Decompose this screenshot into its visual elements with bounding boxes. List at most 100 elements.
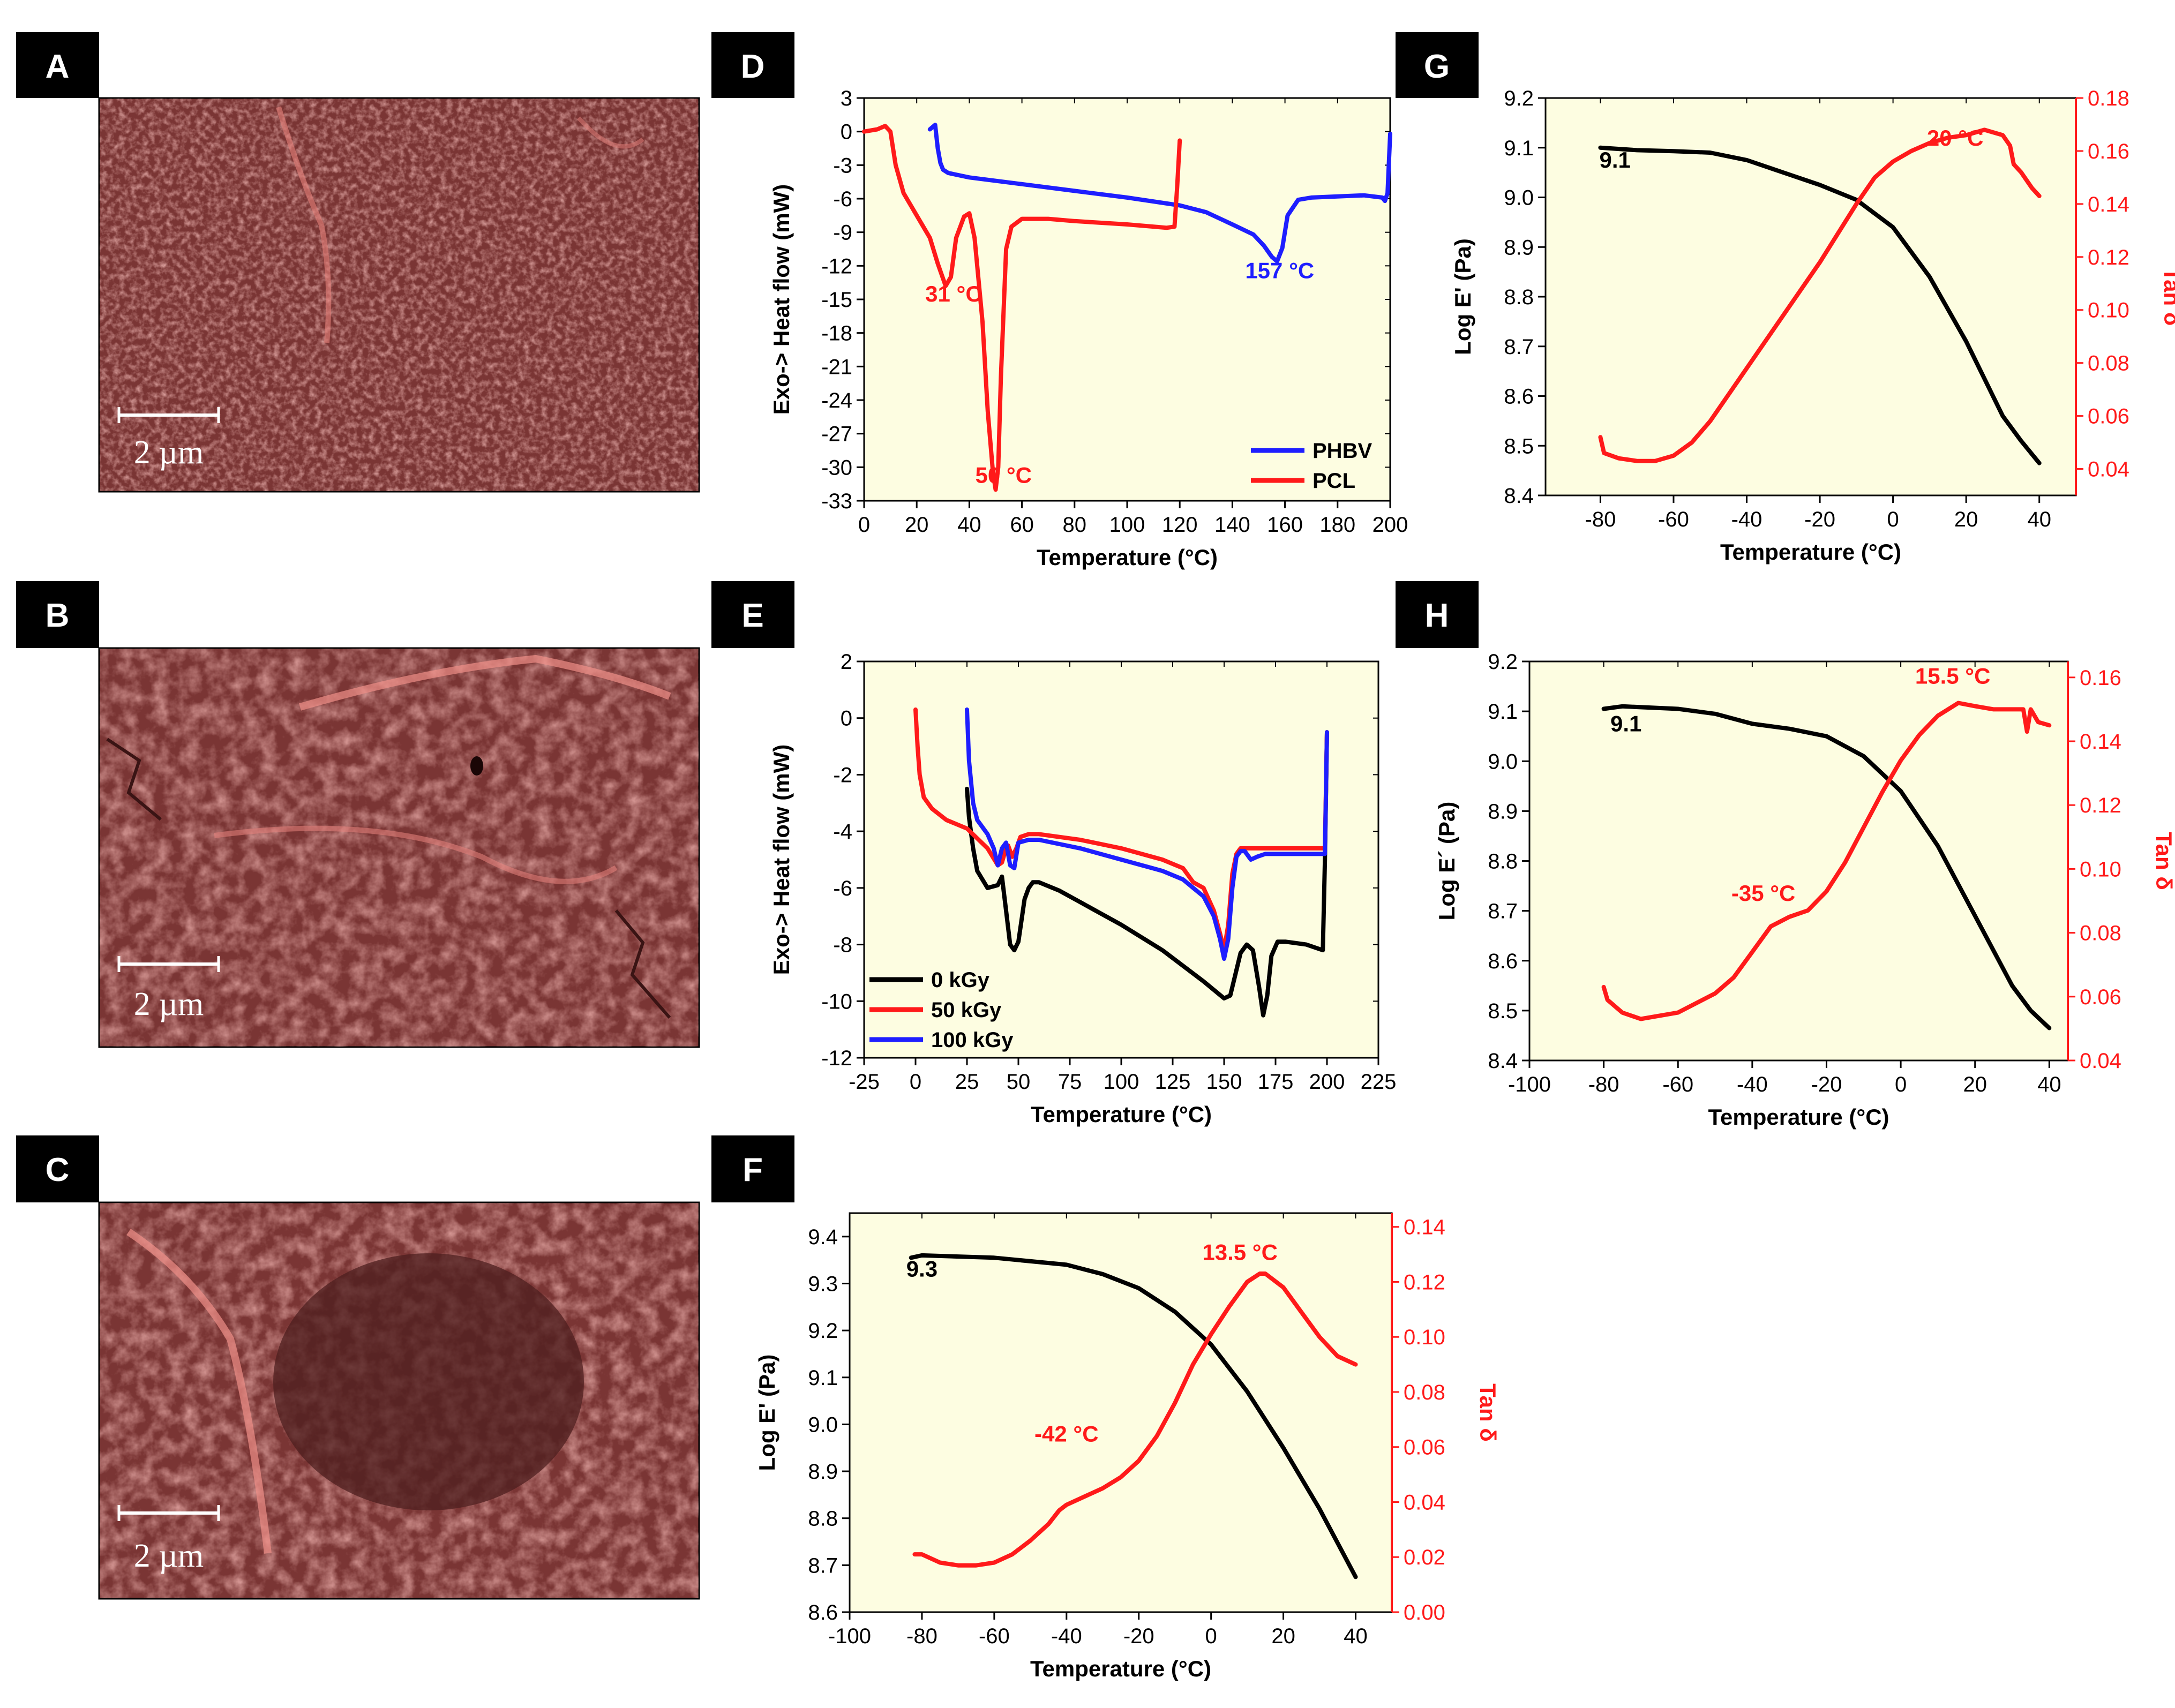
x-tick-label: -25	[849, 1070, 880, 1094]
y-tick-label: 9.3	[808, 1272, 838, 1296]
y2-axis-label: Tan δ	[2159, 268, 2175, 326]
series-line-1	[912, 1271, 1358, 1568]
sem-lamella	[214, 825, 618, 884]
x-tick-label: 40	[1344, 1624, 1368, 1648]
y-tick-label: 9.1	[808, 1366, 838, 1390]
x-tick-label: -80	[1585, 508, 1616, 531]
sem-panel-a: A 2 µm	[16, 32, 700, 493]
panel-label-b: B	[46, 597, 70, 634]
x-tick-label: 75	[1058, 1070, 1082, 1094]
x-tick-label: -80	[906, 1624, 938, 1648]
x-tick-label: -80	[1588, 1073, 1619, 1096]
x-tick-label: -20	[1811, 1073, 1842, 1096]
x-tick-label: 40	[2027, 508, 2051, 531]
panel-label-c: C	[46, 1152, 70, 1188]
y-tick-label: -2	[833, 763, 852, 787]
x-tick-label: -40	[1731, 508, 1762, 531]
y2-tick-label: 0.08	[2088, 352, 2129, 375]
chart-f: -100 -80 -60 -40 -20 0 20 40 8.6 8.7 8.8 8.9 9.0 9.1 9…	[754, 1212, 1501, 1681]
annotation-label: 31 °C	[925, 281, 982, 306]
x-tick-label: 120	[1162, 513, 1198, 537]
y-tick-label: -27	[821, 423, 852, 446]
y2-tick-label: 0.12	[1404, 1270, 1445, 1294]
scale-bar-label-b: 2 µm	[134, 986, 204, 1022]
x-tick-label: 20	[1954, 508, 1978, 531]
x-tick-label: 25	[955, 1070, 979, 1094]
y-tick-label: -15	[821, 288, 852, 312]
x-tick-label: 125	[1155, 1070, 1191, 1094]
y-tick-label: -6	[833, 187, 852, 211]
x-axis-label: Temperature (°C)	[1037, 545, 1218, 570]
y-axis-label: Log E' (Pa)	[1450, 238, 1475, 355]
y2-tick-label: 0.10	[2088, 299, 2129, 322]
y-tick-label: 8.4	[1504, 484, 1534, 508]
legend-label: 0 kGy	[931, 968, 990, 992]
series-line-1	[1601, 701, 2052, 1021]
y-tick-label: 0	[841, 707, 852, 731]
y-tick-label: 8.5	[1488, 999, 1518, 1023]
y-tick-label: -12	[821, 1047, 852, 1070]
y2-axis-label: Tan δ	[1475, 1383, 1501, 1442]
y-tick-label: -12	[821, 254, 852, 278]
y-tick-label: -24	[821, 389, 852, 412]
chart-g: -80 -60 -40 -20 0 20 40 8.4 8.5 8.6 8.7 8.8 8.9 9.0 9.…	[1450, 87, 2175, 565]
chart-h: -100 -80 -60 -40 -20 0 20 40 8.4 8.5 8.6 8.7 8.8 8.9 9…	[1434, 650, 2175, 1130]
sem-crack	[614, 909, 671, 1019]
legend-label: 50 kGy	[931, 998, 1002, 1022]
annotation-label: 9.3	[906, 1256, 938, 1281]
y-axis-label: Exo-> Heat flow (mW)	[769, 184, 794, 415]
x-tick-label: 200	[1309, 1070, 1345, 1094]
panel-label-d: D	[741, 48, 765, 85]
y2-tick-label: 0.08	[2080, 922, 2121, 945]
y2-tick-label: 0.10	[1404, 1326, 1445, 1349]
series-line-1	[862, 124, 1182, 492]
panel-label-box-a	[16, 32, 99, 98]
panel-label-a: A	[46, 48, 70, 85]
y-tick-label: -8	[833, 934, 852, 957]
sem-ridge	[276, 106, 332, 343]
panel-label-g: G	[1424, 48, 1450, 85]
x-tick-label: 0	[910, 1070, 921, 1094]
chart-e: -25 0 25 50 75 100 125 150 175 200 225 2 0 -2 -4 -6 -8 -1…	[769, 650, 1396, 1127]
x-tick-label: 150	[1206, 1070, 1242, 1094]
x-tick-label: -60	[979, 1624, 1010, 1648]
plot-area	[1528, 660, 2069, 1062]
y-tick-label: 8.9	[1488, 800, 1518, 823]
x-tick-label: 175	[1258, 1070, 1294, 1094]
x-tick-label: -20	[1804, 508, 1835, 531]
y-tick-label: 8.9	[1504, 236, 1534, 259]
y-tick-label: 8.7	[808, 1554, 838, 1577]
scale-bar-label-a: 2 µm	[134, 434, 204, 471]
x-tick-label: -100	[1508, 1073, 1551, 1096]
annotation-label: 15.5 °C	[1915, 664, 1991, 689]
y2-tick-label: 0.12	[2080, 794, 2121, 817]
x-tick-label: 180	[1319, 513, 1355, 537]
y2-axis-label: Tan δ	[2151, 832, 2175, 890]
annotation-label: 157 °C	[1245, 258, 1314, 283]
annotation-label: 9.1	[1610, 711, 1641, 736]
x-tick-label: 100	[1109, 513, 1145, 537]
chart-panel-labels: D E F G H	[711, 32, 1479, 1202]
panel-label-e: E	[741, 597, 763, 634]
y2-tick-label: 0.16	[2080, 666, 2121, 690]
y-tick-label: 9.0	[1488, 750, 1518, 773]
series-line-0	[909, 1253, 1358, 1579]
legend-label: PCL	[1312, 469, 1355, 493]
y2-tick-label: 0.04	[2080, 1049, 2121, 1073]
sem-ridge	[576, 116, 644, 149]
x-tick-label: 200	[1372, 513, 1408, 537]
sem-cavity	[273, 1253, 584, 1510]
panel-label-box-g	[1396, 32, 1479, 98]
sem-panel-b: B 2 µm	[16, 581, 700, 1048]
y2-tick-label: 0.00	[1404, 1601, 1445, 1624]
x-tick-label: 50	[1007, 1070, 1031, 1094]
y2-tick-label: 0.14	[1404, 1216, 1445, 1239]
y2-tick-label: 0.12	[2088, 246, 2129, 269]
x-tick-label: 0	[1887, 508, 1899, 531]
series-line-0	[927, 123, 1392, 264]
series-line-1	[1598, 127, 2042, 463]
panel-label-box-e	[711, 581, 794, 648]
sem-pore	[470, 756, 483, 776]
x-tick-label: 0	[858, 513, 870, 537]
